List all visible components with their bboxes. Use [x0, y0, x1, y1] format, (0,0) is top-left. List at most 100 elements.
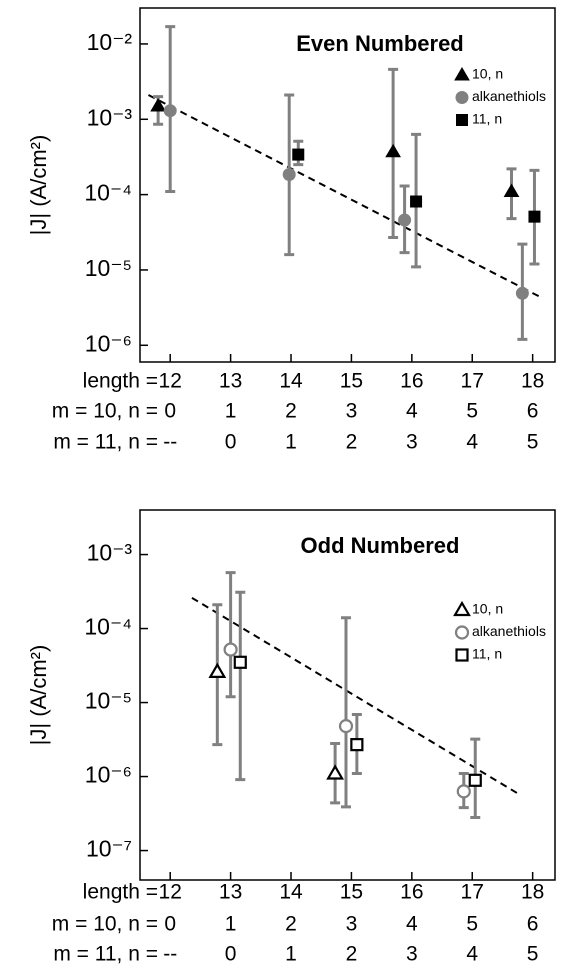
legend-label: 10, n — [472, 601, 503, 617]
row-value: 2 — [346, 431, 358, 454]
data-point — [233, 655, 247, 669]
legend-label: 11, n — [472, 111, 502, 127]
row-value: 2 — [285, 400, 297, 423]
data-point — [503, 183, 520, 197]
y-tick-label: 10⁻² — [87, 29, 133, 55]
x-tick-label: 13 — [219, 370, 242, 393]
fit-line — [147, 94, 541, 298]
row-value: -- — [163, 943, 177, 966]
x-tick-label: 15 — [340, 370, 363, 393]
x-tick-label: 16 — [400, 370, 423, 393]
row-label: m = 10, n = — [52, 913, 158, 936]
data-point — [208, 662, 227, 678]
row-value: 4 — [406, 913, 418, 936]
row-label: m = 11, n = — [53, 431, 158, 454]
data-point — [223, 642, 238, 657]
x-tick-label: 13 — [219, 881, 242, 904]
row-value: 2 — [346, 943, 358, 966]
data-point — [468, 773, 482, 787]
legend-marker — [454, 625, 470, 640]
plot-area — [139, 509, 556, 881]
plot-area — [139, 7, 556, 363]
row-value: 5 — [527, 431, 539, 454]
x-tick-label: 14 — [279, 881, 303, 904]
data-point — [350, 738, 364, 752]
data-point — [456, 784, 471, 799]
row-value: 1 — [285, 943, 297, 966]
chart-title: Odd Numbered — [301, 533, 460, 558]
data-point — [338, 719, 354, 734]
x-tick-label: 14 — [279, 370, 303, 393]
row-value: 5 — [466, 913, 478, 936]
data-point — [515, 286, 529, 300]
row-value: 3 — [346, 913, 358, 936]
y-tick-label: 10⁻⁵ — [85, 255, 132, 281]
data-point — [528, 210, 541, 223]
row-value: 1 — [225, 913, 237, 936]
row-value: 1 — [225, 400, 237, 423]
row-value: 4 — [466, 943, 478, 966]
y-tick-label: 10⁻³ — [87, 540, 133, 566]
y-tick-label: 10⁻⁵ — [85, 688, 132, 714]
x-tick-label: 15 — [340, 881, 363, 904]
row-value: 0 — [164, 400, 176, 423]
row-value: 4 — [406, 400, 418, 423]
legend-marker — [453, 600, 471, 617]
error-bar — [225, 571, 236, 699]
data-point — [410, 195, 423, 208]
x-tick-label: 12 — [159, 881, 182, 904]
y-tick-label: 10⁻⁴ — [84, 614, 132, 640]
legend-marker — [454, 67, 470, 81]
y-axis-label: |J| (A/cm²) — [26, 645, 51, 746]
chart-title: Even Numbered — [296, 31, 464, 56]
row-value: 5 — [527, 943, 539, 966]
legend-label: 11, n — [472, 646, 502, 662]
x-tick-label: 17 — [461, 370, 484, 393]
x-tick-label: 17 — [461, 881, 484, 904]
data-point — [385, 143, 401, 158]
data-point — [282, 167, 296, 181]
error-bar — [340, 616, 351, 809]
y-tick-label: 10⁻⁷ — [86, 836, 132, 862]
row-value: 0 — [164, 913, 176, 936]
row-value: 0 — [225, 943, 237, 966]
data-point — [398, 213, 412, 227]
row-value: 0 — [225, 431, 237, 454]
legend-label: alkanethiols — [472, 88, 546, 104]
x-tick-label: 12 — [159, 370, 182, 393]
row-label: m = 11, n = — [53, 943, 158, 966]
x-tick-label: 18 — [521, 370, 544, 393]
legend-marker — [455, 91, 469, 104]
x-tick-label: 16 — [400, 881, 423, 904]
row-label: m = 10, n = — [52, 400, 158, 423]
row-value: 6 — [527, 400, 539, 423]
error-bar — [235, 590, 246, 782]
legend-label: 10, n — [472, 66, 503, 82]
fit-line — [191, 596, 518, 794]
row-value: 5 — [466, 400, 478, 423]
data-point — [326, 764, 345, 780]
legend-label: alkanethiols — [472, 623, 546, 639]
legend-marker — [455, 648, 469, 662]
x-axis-label: length = — [83, 881, 158, 904]
data-point — [292, 148, 305, 161]
y-tick-label: 10⁻⁶ — [85, 330, 132, 356]
row-value: -- — [163, 431, 177, 454]
row-value: 4 — [466, 431, 478, 454]
row-value: 3 — [406, 943, 418, 966]
row-value: 3 — [406, 431, 418, 454]
y-tick-label: 10⁻⁴ — [84, 180, 132, 206]
data-point — [163, 104, 177, 118]
row-value: 2 — [285, 913, 297, 936]
data-point — [150, 98, 166, 112]
row-value: 3 — [346, 400, 358, 423]
y-axis-label: |J| (A/cm²) — [26, 135, 51, 236]
x-tick-label: 18 — [521, 881, 544, 904]
row-value: 6 — [527, 913, 539, 936]
row-value: 1 — [285, 431, 297, 454]
x-axis-label: length = — [83, 370, 158, 393]
y-tick-label: 10⁻³ — [87, 104, 133, 130]
legend-marker — [456, 114, 468, 126]
